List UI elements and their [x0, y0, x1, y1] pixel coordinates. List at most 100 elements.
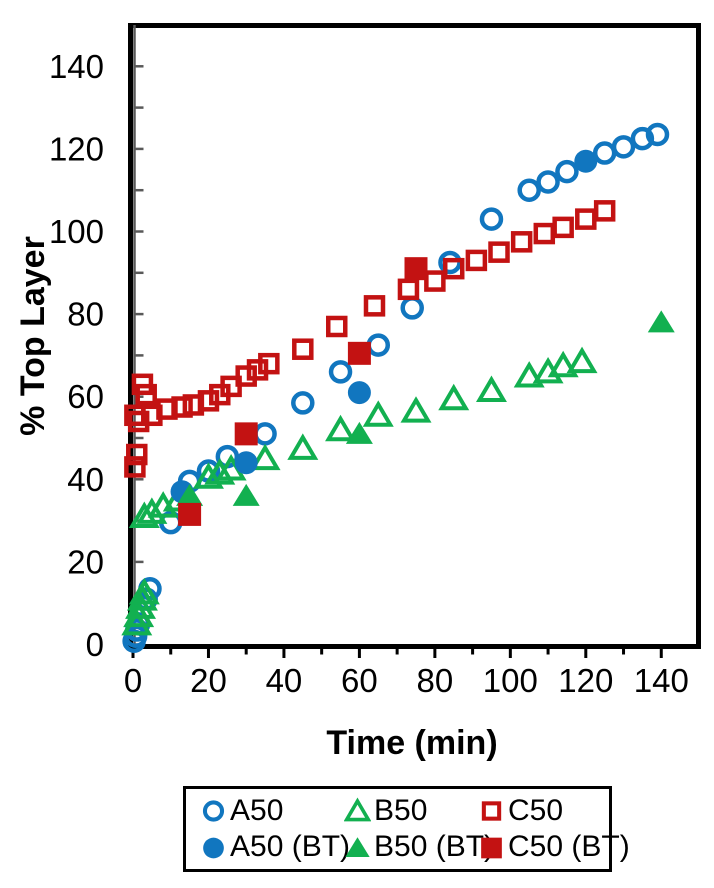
series-b50-bt- — [176, 310, 675, 506]
legend-marker-b50-bt-filled-triangle-icon — [345, 837, 370, 857]
data-point — [575, 208, 597, 230]
data-point — [400, 396, 432, 423]
data-point — [197, 390, 220, 412]
x-tick-label: 140 — [634, 662, 689, 699]
y-tick-label: 40 — [67, 461, 104, 498]
data-point — [645, 122, 670, 147]
data-point — [475, 375, 507, 403]
data-point — [325, 414, 357, 442]
legend-marker-a50-open-circle-icon — [202, 800, 225, 822]
data-point — [555, 159, 579, 184]
data-point — [345, 421, 373, 444]
data-point — [204, 458, 236, 485]
legend-item-b50-bt: B50 (BT) — [344, 832, 494, 862]
x-tick-label: 40 — [266, 662, 303, 699]
data-point — [234, 422, 258, 446]
data-point — [593, 200, 616, 222]
data-point — [362, 400, 394, 427]
x-tick-label: 60 — [341, 662, 378, 699]
series-c50 — [124, 200, 616, 478]
series-b50 — [121, 346, 598, 636]
x-tick-label: 120 — [558, 662, 613, 699]
data-point — [404, 257, 428, 281]
data-point — [176, 483, 204, 506]
data-point — [347, 381, 371, 405]
legend-marker-b50-open-triangle-icon — [344, 797, 371, 822]
y-tick-label: 80 — [67, 296, 104, 333]
data-point — [192, 462, 224, 489]
x-tick-label: 20 — [190, 662, 227, 699]
data-point — [536, 170, 560, 194]
data-point — [171, 396, 193, 418]
data-point — [442, 257, 465, 280]
y-tick-label: 140 — [49, 48, 104, 85]
data-point — [136, 497, 168, 524]
legend-label-b50-bt: B50 (BT) — [374, 830, 495, 864]
data-point — [566, 346, 598, 374]
legend: A50 B50 C50 A50 (BT) B50 (BT) C50 (BT) — [183, 786, 630, 872]
data-point — [647, 310, 675, 333]
plot-frame — [128, 23, 701, 649]
data-point — [533, 222, 556, 245]
data-point — [246, 359, 269, 381]
scatter-plot: 0 20 40 60 80 100 120 140 0 20 40 60 80 100 120 140 — [49, 23, 701, 699]
data-point — [235, 365, 257, 387]
data-point — [326, 315, 348, 338]
data-point — [488, 241, 510, 263]
data-point — [510, 231, 533, 253]
series-c50-bt- — [178, 257, 428, 526]
data-point — [202, 800, 225, 822]
data-point — [178, 502, 202, 526]
x-axis-title: Time (min) — [326, 724, 498, 762]
data-point — [363, 295, 386, 317]
y-tick-label: 20 — [67, 543, 104, 580]
y-tick-label: 100 — [49, 213, 104, 250]
legend-marker-c50-bt-filled-square-icon — [481, 837, 502, 859]
data-point — [481, 837, 502, 859]
data-point — [345, 837, 370, 857]
data-point — [397, 278, 420, 301]
data-point — [479, 207, 504, 231]
data-point — [249, 443, 281, 471]
data-point — [517, 178, 541, 202]
legend-label-c50: C50 — [508, 793, 564, 827]
legend-item-c50: C50 — [478, 793, 630, 827]
legend-item-a50: A50 — [200, 793, 344, 827]
data-point — [424, 270, 446, 292]
data-point — [366, 333, 391, 357]
data-point — [481, 801, 502, 821]
data-point — [400, 296, 424, 320]
data-point — [287, 433, 319, 460]
y-axis-title: % Top Layer — [14, 236, 52, 436]
data-point — [552, 216, 574, 239]
data-point — [347, 341, 371, 365]
y-tick-label: 120 — [49, 130, 104, 167]
legend-item-a50-bt: A50 (BT) — [200, 832, 350, 862]
data-point — [292, 338, 314, 360]
data-point — [611, 135, 636, 159]
data-point — [232, 483, 260, 506]
x-tick-label: 100 — [483, 662, 538, 699]
data-point — [547, 350, 579, 378]
data-point — [258, 352, 280, 375]
data-point — [438, 250, 462, 275]
y-tick-label: 60 — [67, 378, 104, 415]
data-point — [328, 360, 353, 384]
series-a50-bt- — [170, 149, 598, 504]
legend-label-a50: A50 — [230, 793, 284, 827]
data-point — [128, 577, 160, 605]
data-point — [135, 383, 157, 406]
series-a50 — [122, 122, 670, 653]
legend-label-a50-bt: A50 (BT) — [230, 830, 351, 864]
x-tick-label: 0 — [124, 662, 142, 699]
legend-label-c50-bt: C50 (BT) — [508, 830, 630, 864]
data-point — [126, 443, 148, 466]
data-point — [124, 456, 146, 478]
data-point — [438, 383, 470, 411]
legend-label-b50: B50 — [374, 793, 428, 827]
data-point — [291, 391, 315, 415]
data-point — [344, 797, 371, 822]
data-point — [465, 249, 488, 272]
legend-item-c50-bt: C50 (BT) — [478, 832, 630, 862]
